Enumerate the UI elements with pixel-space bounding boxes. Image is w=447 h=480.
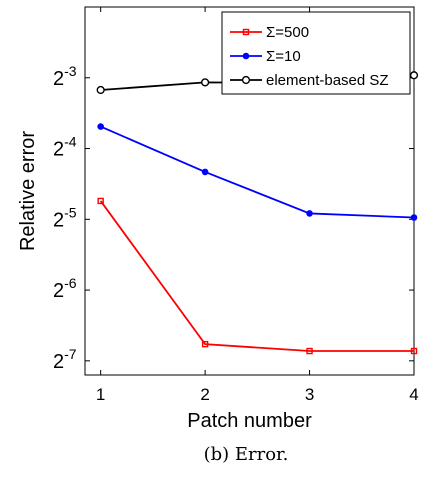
figure-caption: (b) Error. xyxy=(204,444,289,465)
x-axis-title: Patch number xyxy=(187,410,312,432)
data-point xyxy=(201,78,210,87)
series-line xyxy=(100,125,415,219)
legend-label: element-based SZ xyxy=(266,72,389,89)
data-point xyxy=(96,85,105,95)
series-group xyxy=(97,197,418,355)
series-line xyxy=(99,200,414,352)
y-tick-label: 2-3 xyxy=(53,63,77,90)
legend: Σ=500 Σ=10 element-based SZ xyxy=(221,11,411,95)
data-point xyxy=(201,168,209,176)
x-tick-label: 3 xyxy=(305,385,314,404)
series-group xyxy=(97,123,418,221)
data-point xyxy=(410,347,418,355)
data-point xyxy=(409,71,419,80)
y-tick-label: 2-7 xyxy=(53,346,77,373)
legend-marker xyxy=(242,52,250,60)
legend-label: Σ=500 xyxy=(266,24,309,41)
legend-marker xyxy=(241,75,251,85)
x-tick-label: 2 xyxy=(200,385,209,404)
x-tick-label: 1 xyxy=(96,385,105,404)
y-tick-label: 2-6 xyxy=(53,275,77,302)
data-point xyxy=(97,123,104,130)
y-tick-label: 2-4 xyxy=(53,134,77,161)
data-point xyxy=(306,210,313,217)
x-tick-label: 4 xyxy=(409,385,418,404)
legend-marker xyxy=(242,28,250,36)
y-tick-label: 2-5 xyxy=(53,204,77,231)
y-axis-title: Relative error xyxy=(17,131,39,251)
data-point xyxy=(97,197,104,205)
legend-label: Σ=10 xyxy=(266,48,301,65)
data-point xyxy=(410,214,418,221)
data-point xyxy=(306,347,313,355)
data-point xyxy=(201,340,209,348)
